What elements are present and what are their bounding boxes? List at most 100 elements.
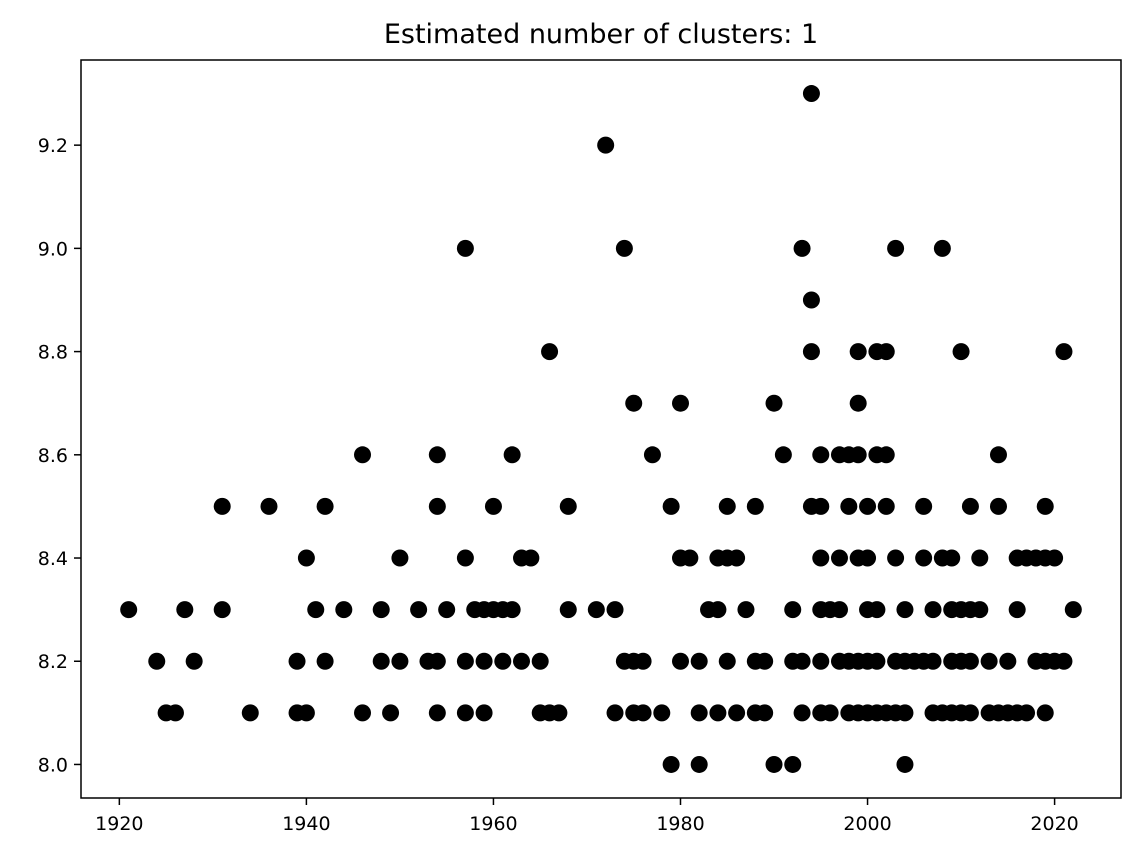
- x-tick-label: 1960: [469, 813, 517, 835]
- data-point: [456, 704, 474, 722]
- y-tick-label: 9.2: [38, 135, 68, 157]
- data-point: [961, 497, 979, 515]
- data-point: [924, 652, 942, 670]
- data-point: [606, 704, 624, 722]
- data-point: [503, 446, 521, 464]
- data-point: [428, 497, 446, 515]
- data-point: [812, 497, 830, 515]
- data-point: [690, 704, 708, 722]
- x-tick-label: 1980: [656, 813, 704, 835]
- data-point: [765, 755, 783, 773]
- x-tick-label: 2020: [1030, 813, 1078, 835]
- data-point: [971, 601, 989, 619]
- data-point: [924, 601, 942, 619]
- data-point: [840, 497, 858, 515]
- y-tick-label: 8.8: [38, 342, 68, 364]
- data-point: [391, 652, 409, 670]
- data-point: [672, 652, 689, 670]
- data-point: [662, 755, 680, 773]
- data-point: [830, 601, 848, 619]
- data-point: [1064, 601, 1082, 619]
- data-point: [896, 755, 914, 773]
- data-point: [690, 652, 708, 670]
- data-point: [849, 394, 867, 412]
- x-tick-label: 2000: [843, 813, 891, 835]
- data-point: [774, 446, 792, 464]
- data-point: [709, 601, 727, 619]
- data-point: [802, 85, 820, 103]
- data-point: [746, 497, 764, 515]
- data-point: [793, 652, 811, 670]
- data-point: [494, 652, 512, 670]
- data-point: [915, 549, 933, 567]
- data-point: [148, 652, 166, 670]
- data-point: [185, 652, 203, 670]
- data-point: [690, 755, 708, 773]
- data-point: [176, 601, 194, 619]
- data-point: [802, 343, 820, 361]
- data-point: [456, 652, 474, 670]
- data-point: [989, 446, 1007, 464]
- data-point: [475, 704, 493, 722]
- data-point: [718, 652, 736, 670]
- data-point: [793, 704, 811, 722]
- plot-area: 1920 1940 1960 1980 2000 2020 8.0 8.2 8.4 8.6 8.8…: [38, 59, 1122, 835]
- data-point: [887, 239, 905, 257]
- data-point: [961, 652, 979, 670]
- data-point: [260, 497, 278, 515]
- data-point: [456, 239, 474, 257]
- axes-frame: [80, 59, 1122, 799]
- data-point: [859, 497, 877, 515]
- data-point: [793, 239, 811, 257]
- data-point: [980, 652, 998, 670]
- data-point: [634, 652, 652, 670]
- data-point: [1008, 601, 1026, 619]
- data-point: [606, 601, 624, 619]
- data-point: [849, 343, 867, 361]
- data-point: [728, 549, 746, 567]
- data-point: [382, 704, 400, 722]
- data-point: [765, 394, 783, 412]
- data-point: [728, 704, 746, 722]
- data-point: [877, 497, 895, 515]
- data-point: [428, 446, 446, 464]
- data-point: [541, 343, 559, 361]
- data-point: [877, 446, 895, 464]
- data-point: [859, 549, 877, 567]
- data-point: [989, 497, 1007, 515]
- data-point: [166, 704, 184, 722]
- data-point: [672, 394, 689, 412]
- x-tick-label: 1920: [95, 813, 143, 835]
- data-point: [1036, 704, 1054, 722]
- data-point: [503, 601, 521, 619]
- data-point: [1055, 343, 1073, 361]
- data-point: [297, 549, 315, 567]
- y-tick-label: 8.2: [38, 651, 68, 673]
- data-point: [812, 549, 830, 567]
- data-point: [943, 549, 961, 567]
- data-point: [335, 601, 353, 619]
- data-point: [718, 497, 736, 515]
- x-axis: 1920 1940 1960 1980 2000 2020: [95, 798, 1079, 835]
- data-point: [559, 497, 577, 515]
- data-points: [120, 85, 1082, 773]
- data-point: [288, 652, 306, 670]
- data-point: [849, 446, 867, 464]
- data-point: [634, 704, 652, 722]
- data-point: [653, 704, 671, 722]
- data-point: [410, 601, 428, 619]
- data-point: [316, 652, 334, 670]
- data-point: [550, 704, 568, 722]
- data-point: [662, 497, 680, 515]
- chart-title: Estimated number of clusters: 1: [384, 19, 818, 50]
- data-point: [915, 497, 933, 515]
- y-axis: 8.0 8.2 8.4 8.6 8.8 9.0 9.2: [38, 135, 81, 776]
- data-point: [812, 652, 830, 670]
- data-point: [961, 704, 979, 722]
- data-point: [830, 549, 848, 567]
- data-point: [587, 601, 605, 619]
- y-tick-label: 9.0: [38, 238, 68, 260]
- data-point: [513, 652, 530, 670]
- data-point: [559, 601, 577, 619]
